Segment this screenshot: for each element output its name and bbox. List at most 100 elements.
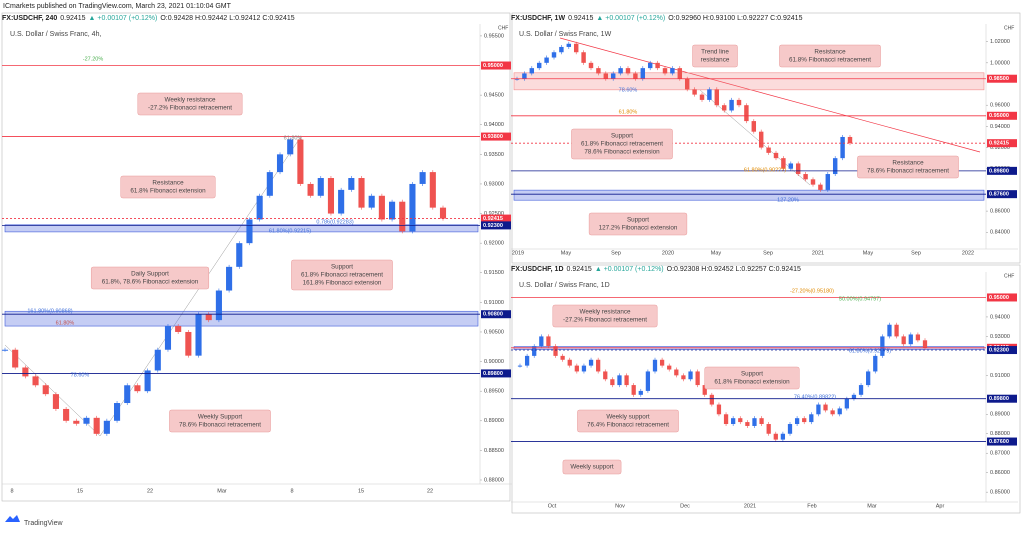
candle [389, 201, 396, 220]
candle [175, 326, 182, 332]
annotation-text: Daily Support [131, 271, 169, 278]
level-badge [987, 437, 1017, 446]
candle [738, 418, 743, 423]
candle [42, 385, 49, 395]
candle [731, 418, 736, 425]
x-tick-label: Apr [936, 503, 945, 509]
candle [858, 385, 864, 395]
panel-frame [511, 12, 1021, 264]
level-badge [987, 74, 1017, 83]
chart-header: FX:USDCHF, 240 0.92415 ▲ +0.00107 (+0.12%)… [2, 15, 295, 22]
candle [624, 375, 629, 386]
x-tick-label: May [863, 250, 874, 256]
price: 0.92415 [567, 266, 592, 273]
annotation-text: Support [741, 371, 763, 378]
candle [773, 152, 779, 159]
price: 0.92415 [568, 15, 593, 22]
y-tick-label: 0.90000 [484, 359, 504, 365]
candle [736, 99, 742, 106]
candle [83, 417, 90, 424]
candle [674, 369, 679, 376]
candle [32, 376, 39, 386]
candle [922, 340, 928, 348]
candle [894, 324, 899, 337]
annotation-box [90, 266, 210, 290]
annotation-text: resistance [701, 57, 730, 64]
candle [758, 131, 764, 148]
change: ▲ +0.00107 (+0.12%) [596, 15, 665, 22]
candle [266, 172, 273, 196]
ohlc: O:0.92428 H:0.92442 L:0.92412 C:0.92415 [160, 15, 294, 22]
y-tick-label: 0.96000 [990, 103, 1010, 109]
candle [647, 62, 653, 69]
y-tick-label: 0.87000 [990, 451, 1010, 457]
candle [670, 68, 675, 74]
annotation-text: Weekly support [606, 414, 650, 421]
candle [276, 154, 284, 173]
fib-label: 61.80%(0.92215) [269, 228, 311, 234]
level-badge [481, 310, 511, 319]
candle [840, 136, 845, 159]
fib-label: 127.20% [777, 197, 799, 203]
x-tick-label: 8 [10, 488, 13, 494]
x-tick-label: 2019 [512, 250, 524, 256]
candle [766, 424, 771, 434]
candle [567, 359, 572, 366]
annotation-box [169, 409, 271, 433]
fib-label: 78.60% [71, 372, 90, 378]
candle [256, 195, 263, 220]
annotation-text: Weekly support [570, 464, 614, 471]
candle [847, 136, 853, 144]
candle [803, 174, 808, 180]
candle [915, 334, 921, 341]
candle [195, 314, 202, 356]
y-tick-label: 0.94000 [990, 314, 1010, 320]
candle [825, 174, 831, 190]
fib-line [699, 89, 811, 186]
annotation-box [704, 366, 800, 390]
candle [338, 189, 345, 214]
candle [12, 349, 19, 368]
candle [802, 418, 807, 423]
annotation-text: 78.6% Fibonacci extension [584, 149, 660, 156]
x-tick-label: 2020 [662, 250, 674, 256]
x-tick-label: Dec [680, 503, 690, 509]
candle [154, 349, 161, 371]
annotation-box [552, 304, 658, 328]
annotation-text: Weekly Support [198, 414, 243, 421]
candle [185, 331, 192, 356]
candle [721, 105, 727, 111]
candle [729, 99, 734, 111]
change: ▲ +0.00107 (+0.12%) [595, 266, 664, 273]
candle [409, 183, 416, 232]
ohlc: O:0.92960 H:0.93100 L:0.92227 C:0.92415 [668, 15, 802, 22]
level-label: 0.89800 [483, 371, 503, 377]
candle [603, 73, 609, 79]
candle [348, 178, 355, 190]
annotation-box [577, 409, 679, 433]
annotation-text: Resistance [892, 160, 924, 167]
fib-label: 76.40%(0.89822) [794, 394, 836, 400]
x-tick-label: 2021 [812, 250, 824, 256]
candle [236, 243, 243, 267]
annotation-text: 61.8% Fibonacci extension [714, 379, 790, 386]
candle [618, 68, 623, 74]
candle [536, 62, 542, 69]
candle [399, 201, 406, 232]
annotation-box [692, 44, 738, 68]
fib-label: 50.00%(0.94797) [839, 296, 881, 302]
candle [610, 379, 615, 386]
candle [574, 365, 579, 372]
candle [524, 355, 530, 366]
tv-logo [5, 515, 20, 522]
level-badge [987, 394, 1017, 403]
candle [810, 179, 816, 185]
x-tick-label: Feb [807, 503, 816, 509]
candle [226, 266, 233, 291]
x-tick-label: Sep [611, 250, 621, 256]
level-badge [481, 221, 511, 230]
y-tick-label: 0.93500 [484, 152, 504, 158]
y-tick-label: 1.00000 [990, 60, 1010, 66]
candle [617, 375, 622, 386]
level-badge [987, 346, 1017, 355]
